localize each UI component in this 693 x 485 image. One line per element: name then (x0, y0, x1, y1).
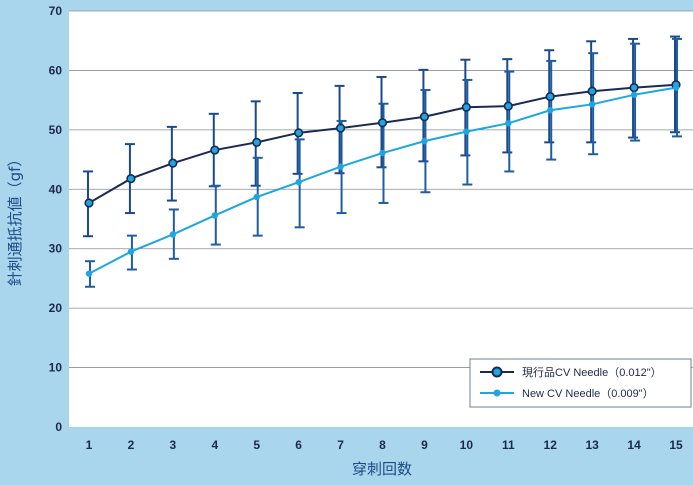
y-tick-label: 30 (49, 242, 63, 256)
x-tick-label: 1 (86, 438, 93, 452)
data-point-s0-7 (377, 118, 388, 128)
x-tick-label: 14 (627, 438, 641, 452)
data-point-s1-3 (211, 212, 218, 219)
data-point-s0-13 (629, 83, 639, 93)
x-tick-label: 12 (544, 438, 558, 452)
x-tick-label: 11 (502, 438, 515, 452)
data-point-s0-8 (419, 112, 430, 122)
data-point-s0-10 (503, 101, 513, 111)
y-tick-label: 70 (49, 4, 63, 18)
data-point-s0-11 (545, 91, 555, 102)
data-point-s1-0 (85, 270, 93, 277)
data-point-s1-4 (253, 193, 260, 201)
data-point-s0-12 (587, 86, 597, 96)
y-tick-label: 10 (49, 361, 63, 375)
data-point-s1-11 (547, 107, 554, 114)
x-axis-ticks: 1 2 3 4 5 6 7 8 9 10 11 12 13 14 15 (86, 438, 683, 452)
x-tick-label: 2 (128, 438, 135, 452)
legend-box (469, 358, 692, 408)
y-tick-label: 60 (49, 63, 63, 77)
y-tick-label: 40 (49, 182, 63, 196)
x-tick-label: 6 (295, 438, 302, 452)
data-point-s1-14 (672, 84, 680, 91)
data-point-s0-3 (210, 145, 220, 155)
data-point-s1-10 (505, 120, 512, 127)
x-tick-label: 10 (460, 438, 474, 452)
legend-marker-1 (493, 389, 501, 397)
x-tick-label: 8 (379, 438, 386, 452)
x-tick-label: 4 (211, 438, 218, 452)
data-point-s1-9 (463, 128, 470, 135)
data-point-s0-9 (461, 102, 471, 112)
data-point-s1-7 (379, 149, 386, 157)
x-tick-label: 5 (253, 438, 260, 452)
legend-marker-0 (491, 366, 503, 378)
x-tick-label: 15 (669, 438, 683, 452)
data-point-s0-6 (335, 123, 346, 133)
x-axis-title: 穿刺回数 (352, 460, 412, 478)
legend-label-0: 現行品CV Needle（0.012"） (522, 366, 662, 379)
data-point-s1-8 (421, 137, 428, 145)
data-point-s0-5 (294, 128, 304, 138)
y-tick-label: 50 (49, 123, 63, 137)
data-point-s1-1 (127, 248, 135, 255)
x-tick-label: 3 (170, 438, 177, 452)
data-point-s1-12 (588, 101, 596, 108)
y-tick-label: 0 (55, 420, 62, 434)
x-tick-label: 13 (585, 438, 599, 452)
legend: 現行品CV Needle（0.012"） New CV Needle（0.009… (469, 358, 692, 408)
data-point-s0-0 (84, 198, 94, 208)
y-axis-title: 針刺通抵抗値（gf） (6, 152, 24, 287)
data-point-s0-1 (126, 173, 136, 184)
y-axis-ticks: 0 10 20 30 40 50 60 70 (49, 4, 63, 434)
legend-label-1: New CV Needle（0.009"） (522, 387, 654, 400)
data-point-s1-13 (630, 91, 638, 98)
data-point-s1-6 (337, 163, 344, 170)
y-tick-label: 20 (49, 301, 63, 315)
series-points (84, 80, 681, 277)
x-tick-label: 9 (421, 438, 428, 452)
data-point-s0-4 (252, 137, 262, 147)
x-tick-label: 7 (337, 438, 344, 452)
data-point-s1-5 (295, 178, 302, 186)
data-point-s1-2 (169, 231, 177, 238)
data-point-s0-2 (168, 158, 178, 168)
